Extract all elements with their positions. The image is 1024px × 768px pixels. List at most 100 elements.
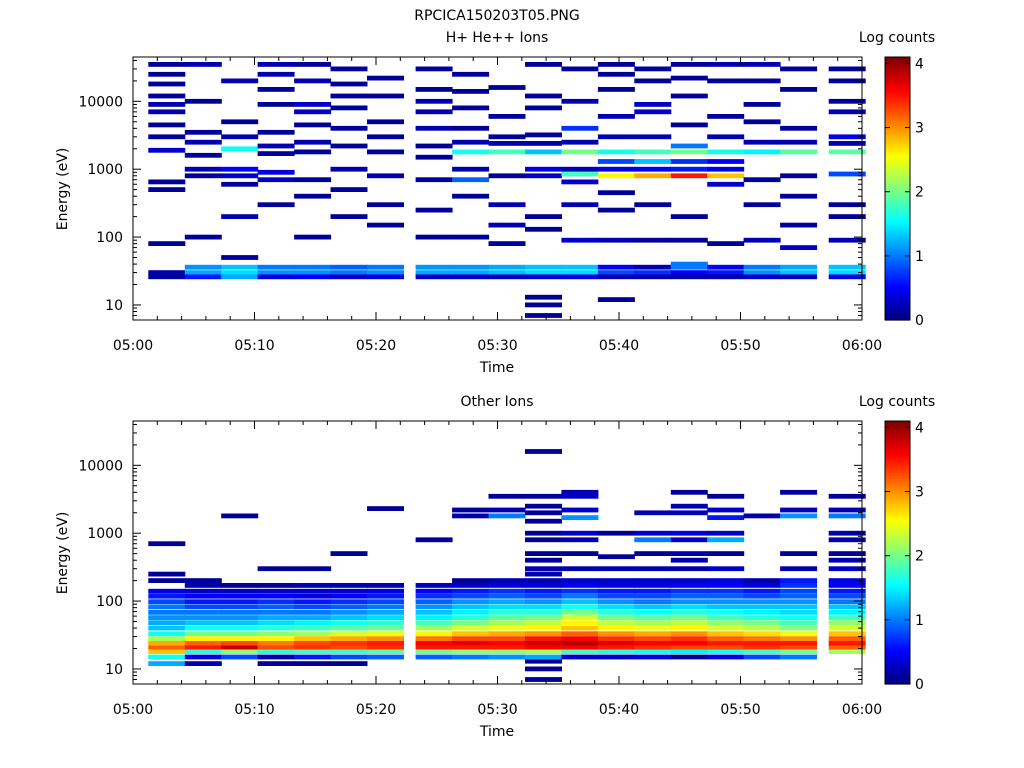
heatmap-cell: [597, 593, 635, 599]
heatmap-cell: [148, 187, 186, 192]
colorbar-swatch: [885, 558, 910, 562]
colorbar-swatch: [885, 441, 910, 445]
colorbar-swatch: [885, 120, 910, 124]
heatmap-cell: [561, 625, 599, 631]
heatmap-cell: [148, 241, 186, 246]
heatmap-cell: [148, 102, 186, 107]
heatmap-cell: [257, 644, 295, 650]
colorbar-swatch: [885, 476, 910, 480]
heatmap-cell: [597, 270, 635, 275]
heatmap-cell: [184, 599, 222, 605]
colorbar-swatch: [885, 503, 910, 506]
colorbar-swatch: [885, 478, 910, 482]
heatmap-cell: [148, 644, 186, 650]
heatmap-cell: [294, 604, 332, 610]
colorbar-swatch: [885, 437, 910, 441]
heatmap-cell: [828, 513, 866, 519]
heatmap-cell: [525, 214, 562, 219]
colorbar-swatch: [885, 449, 910, 453]
colorbar-swatch: [885, 626, 910, 630]
heatmap-cell: [221, 631, 259, 637]
colorbar-swatch: [885, 285, 910, 288]
heatmap-cell: [221, 615, 259, 620]
colorbar-swatch: [885, 534, 910, 537]
heatmap-cell: [488, 270, 526, 275]
heatmap-cell: [257, 620, 295, 626]
y-tick-label: 10000: [78, 458, 123, 474]
colorbar-swatch: [885, 677, 910, 681]
heatmap-cell: [525, 530, 562, 536]
heatmap-cell: [148, 620, 186, 626]
colorbar-swatch: [885, 573, 910, 576]
colorbar-swatch: [885, 647, 910, 650]
heatmap-cell: [670, 620, 708, 626]
heatmap-cell: [597, 71, 635, 77]
heatmap-cell: [184, 62, 222, 67]
colorbar-swatch: [885, 106, 910, 109]
colorbar-swatch: [885, 274, 910, 278]
colorbar-swatch: [885, 213, 910, 216]
colorbar-swatch: [885, 492, 910, 496]
colorbar-swatch: [885, 585, 910, 589]
colorbar-swatch: [885, 651, 910, 654]
heatmap-cell: [634, 237, 672, 243]
colorbar-swatch: [885, 229, 910, 233]
heatmap-cell: [670, 640, 708, 646]
heatmap-cell: [294, 625, 332, 631]
heatmap-cell: [488, 507, 526, 513]
heatmap-cell: [828, 78, 866, 84]
heatmap-cell: [828, 274, 866, 280]
heatmap-cell: [148, 610, 186, 615]
heatmap-cell: [452, 610, 490, 615]
colorbar: 0 1 2 3 4: [884, 56, 924, 329]
heatmap-cell: [148, 81, 186, 87]
heatmap-cell: [452, 270, 490, 275]
heatmap-cell: [743, 139, 781, 145]
colorbar-swatch: [885, 270, 910, 274]
heatmap-cell: [634, 78, 672, 84]
colorbar-swatch: [885, 200, 910, 204]
heatmap-cell: [525, 493, 562, 499]
heatmap-cell: [597, 578, 635, 583]
heatmap-cell: [597, 190, 635, 196]
heatmap-cell: [743, 604, 781, 610]
heatmap-cell: [294, 234, 332, 240]
colorbar-label: Log counts: [859, 30, 935, 46]
heatmap-cell: [294, 583, 332, 588]
heatmap-cell: [525, 625, 562, 631]
colorbar-swatch: [885, 256, 910, 259]
heatmap-cell: [221, 134, 259, 140]
colorbar-swatch: [885, 305, 910, 309]
panel-title: Other Ions: [460, 394, 533, 410]
heatmap-cell: [780, 620, 818, 626]
heatmap-cell: [670, 615, 708, 620]
heatmap-cell: [743, 274, 781, 280]
heatmap-cell: [525, 644, 562, 650]
heatmap-cell: [415, 270, 453, 275]
heatmap-cell: [525, 640, 562, 646]
heatmap-cell: [707, 654, 745, 660]
colorbar-swatch: [885, 283, 910, 286]
heatmap-cell: [561, 640, 599, 646]
heatmap-cell: [294, 661, 332, 666]
heatmap-cell: [670, 604, 708, 610]
heatmap-cell: [780, 631, 818, 637]
heatmap-cell: [488, 134, 526, 140]
heatmap-cell: [780, 66, 818, 72]
heatmap-cell: [561, 202, 599, 208]
heatmap-cell: [184, 270, 222, 275]
heatmap-cell: [828, 588, 866, 594]
colorbar-swatch: [885, 75, 910, 79]
heatmap-cell: [148, 578, 186, 583]
heatmap-cell: [525, 274, 562, 280]
colorbar-swatch: [885, 172, 910, 175]
heatmap-cell: [597, 264, 635, 270]
x-tick-label: 05:20: [356, 702, 396, 718]
colorbar-swatch: [885, 466, 910, 469]
colorbar-swatch: [885, 297, 910, 301]
colorbar-swatch: [885, 215, 910, 218]
colorbar-swatch: [885, 564, 910, 568]
heatmap-cell: [330, 661, 368, 666]
heatmap-cell: [330, 588, 368, 594]
heatmap-cell: [707, 551, 745, 556]
